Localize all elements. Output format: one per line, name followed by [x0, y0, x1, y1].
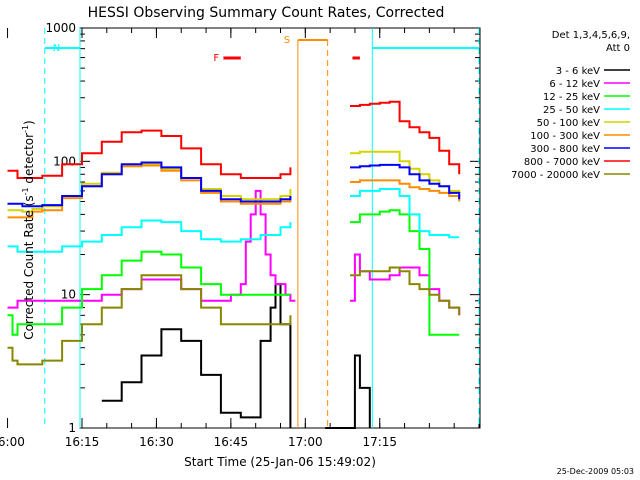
x-tick-label: 16:00	[0, 435, 25, 449]
y-axis-label-mid: detector	[22, 133, 36, 188]
y-axis-label-end: )	[22, 120, 36, 125]
legend-label-3: 12 - 25 keV	[543, 92, 600, 103]
flare-label: F	[213, 53, 219, 64]
series-line-1	[101, 283, 371, 429]
legend-label-1: 3 - 6 keV	[556, 66, 600, 77]
y-axis-label-sup-2: -1	[21, 125, 30, 133]
legend-label-5: 50 - 100 keV	[537, 118, 601, 129]
plot-area: 1 10 100 1000 16:00 16:15 16:30 16:45 17:00 17:15…	[0, 21, 481, 449]
x-axis-label: Start Time (25-Jan-06 15:49:02)	[184, 455, 376, 469]
legend-header-1: Det 1,3,4,5,6,9,	[552, 30, 630, 41]
y-tick-label: 1	[68, 421, 76, 435]
x-tick-label: 17:00	[288, 435, 323, 449]
legend-label-7: 300 - 800 keV	[530, 144, 600, 155]
legend: Det 1,3,4,5,6,9, Att 0 3 - 6 keV 6 - 12 k…	[511, 30, 630, 181]
saa-label: S	[284, 35, 290, 46]
legend-label-2: 6 - 12 keV	[549, 79, 600, 90]
x-tick-label: 16:15	[65, 435, 100, 449]
chart-title: HESSI Observing Summary Count Rates, Cor…	[88, 5, 445, 21]
x-tick-label: 17:15	[362, 435, 397, 449]
series-line-8	[7, 100, 461, 179]
series-line-9	[7, 266, 461, 366]
legend-header-2: Att 0	[606, 43, 630, 54]
legend-label-8: 800 - 7000 keV	[524, 157, 600, 168]
y-axis-label-sup-1: -1	[21, 187, 30, 195]
y-axis-label-main: Corrected Count Rate (s	[22, 195, 36, 339]
series-line-6	[7, 164, 461, 219]
legend-label-4: 25 - 50 keV	[543, 105, 600, 116]
night-label: N	[53, 43, 60, 54]
x-tick-label: 16:45	[214, 435, 249, 449]
series-line-3	[7, 209, 460, 336]
legend-label-9: 7000 - 20000 keV	[511, 170, 600, 181]
footer-timestamp: 25-Dec-2009 05:03	[557, 467, 634, 476]
series-line-4	[7, 188, 460, 253]
legend-label-6: 100 - 300 keV	[530, 131, 600, 142]
y-axis-label: Corrected Count Rate (s-1 detector-1)	[21, 120, 36, 339]
y-tick-label: 10	[61, 288, 76, 302]
series-line-7	[7, 161, 461, 208]
x-tick-label: 16:30	[139, 435, 174, 449]
y-tick-label: 1000	[45, 21, 76, 35]
y-tick-label: 100	[53, 154, 76, 168]
